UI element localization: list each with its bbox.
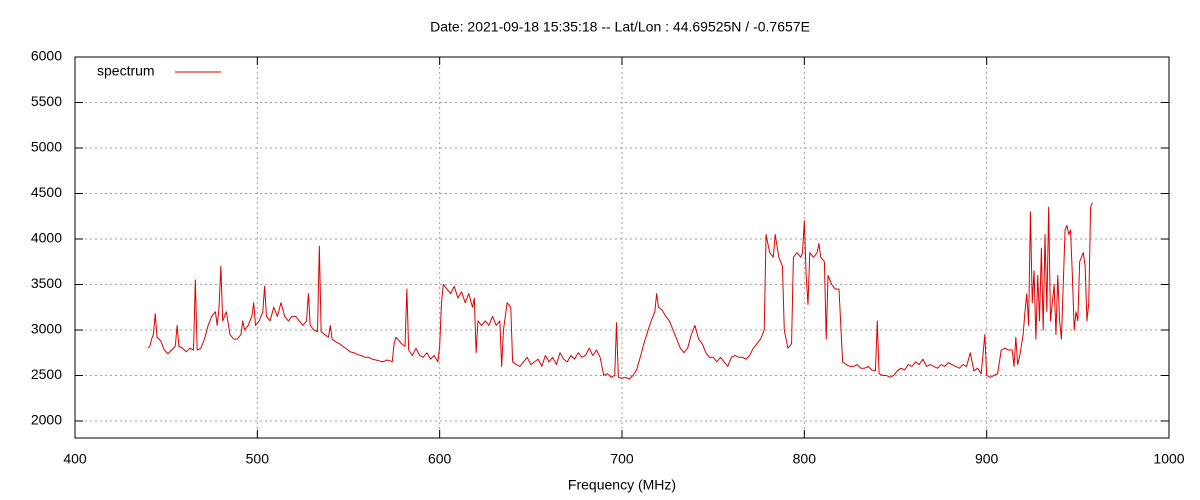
x-tick-label: 600 (428, 451, 452, 467)
x-tick-label: 800 (793, 451, 817, 467)
plot-frame (74, 56, 1170, 439)
y-tick-label: 5500 (31, 93, 62, 109)
x-tick-label: 400 (63, 451, 87, 467)
y-tick-label: 3000 (31, 321, 62, 337)
y-tick-label: 2500 (31, 366, 62, 382)
x-axis-label: Frequency (MHz) (568, 477, 676, 493)
spectrum-line (147, 202, 1093, 380)
x-tick-label: 700 (610, 451, 634, 467)
legend-label: spectrum (97, 63, 155, 79)
y-tick-label: 5000 (31, 139, 62, 155)
chart-title: Date: 2021-09-18 15:35:18 -- Lat/Lon : 4… (430, 19, 810, 35)
y-tick-label: 3500 (31, 275, 62, 291)
y-tick-label: 6000 (31, 48, 62, 64)
x-tick-label: 500 (246, 451, 270, 467)
y-tick-label: 4000 (31, 230, 62, 246)
x-tick-label: 1000 (1153, 451, 1184, 467)
y-tick-label: 2000 (31, 412, 62, 428)
y-tick-label: 4500 (31, 184, 62, 200)
x-tick-label: 900 (975, 451, 999, 467)
